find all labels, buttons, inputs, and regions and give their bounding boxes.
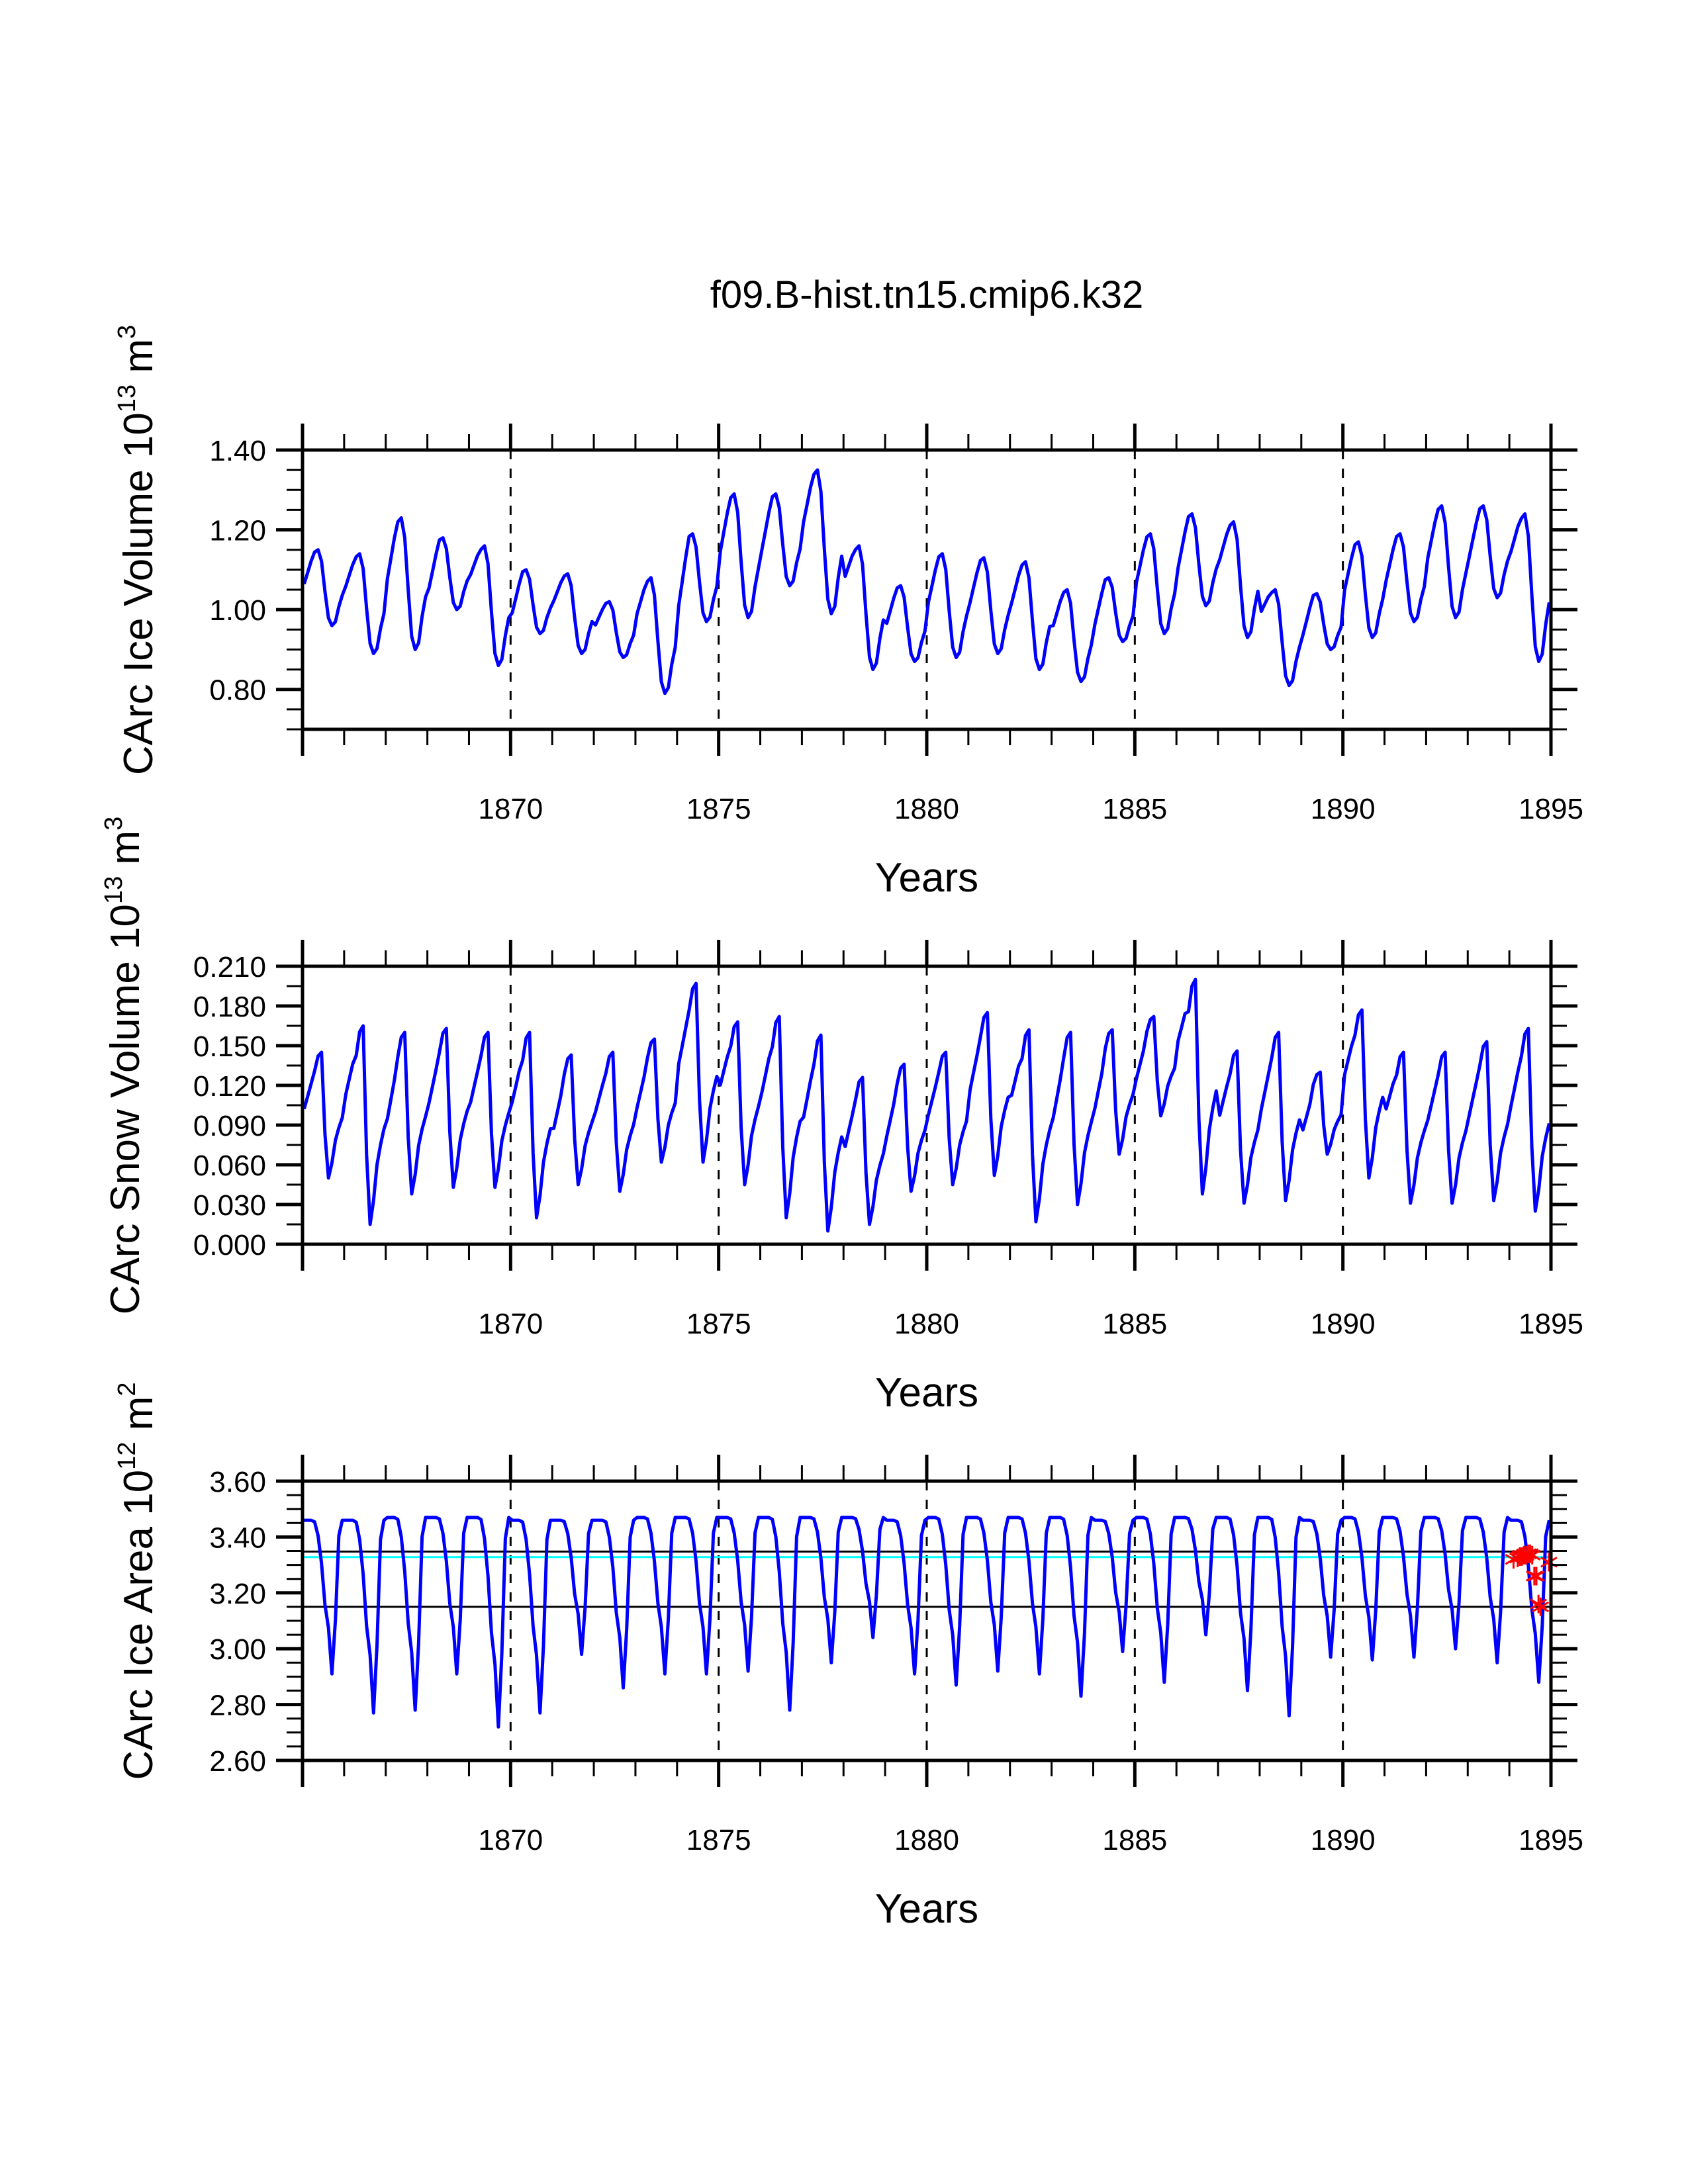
x-tick-label: 1870 — [478, 793, 543, 825]
y-label-unit: m — [103, 831, 148, 876]
x-tick-label: 1880 — [894, 1824, 959, 1856]
y-label-exponent: 13 — [100, 876, 128, 904]
x-tick-label: 1890 — [1311, 793, 1376, 825]
panel-snow-volume: 1870 1875 1880 1885 1890 1895 0.000 0.030 0.060 0… — [100, 817, 1583, 1416]
x-tick-label: 1885 — [1102, 1308, 1167, 1340]
y-tick-label: 0.210 — [193, 951, 266, 983]
y-tick-label: 0.150 — [193, 1030, 266, 1063]
data-line-ice-area — [304, 1516, 1551, 1729]
x-tick-label: 1880 — [894, 1308, 959, 1340]
y-label-main: CArc Ice Volume 10 — [116, 412, 162, 775]
x-tick-label: 1875 — [686, 1308, 751, 1340]
x-axis-label: Years — [875, 1886, 978, 1932]
x-tick-label: 1880 — [894, 793, 959, 825]
panel-ice-volume: 1870 1875 1880 1885 1890 1895 0.80 1.00 1.20 1.40… — [113, 325, 1583, 901]
y-label-main: CArc Snow Volume 10 — [103, 904, 148, 1314]
y-label-unit: m — [116, 1396, 162, 1442]
y-axis-label: CArc Snow Volume 1013 m3 — [100, 817, 148, 1315]
marker-point — [1530, 1594, 1548, 1614]
marker-point — [1532, 1597, 1550, 1616]
x-tick-label: 1870 — [478, 1824, 543, 1856]
y-tick-label: 2.60 — [209, 1745, 266, 1778]
x-tick-label: 1890 — [1311, 1308, 1376, 1340]
x-tick-label: 1875 — [686, 793, 751, 825]
y-tick-label: 0.090 — [193, 1110, 266, 1142]
data-line-snow-volume — [303, 978, 1551, 1233]
x-tick-label: 1895 — [1519, 1824, 1583, 1856]
y-tick-label: 0.030 — [193, 1189, 266, 1222]
x-axis-label: Years — [875, 1370, 978, 1416]
x-tick-label: 1890 — [1311, 1824, 1376, 1856]
y-label-unit-exponent: 3 — [113, 325, 141, 339]
y-tick-label: 3.20 — [209, 1578, 266, 1610]
y-axis-label: CArc Ice Area 1012 m2 — [113, 1383, 162, 1780]
x-tick-label: 1875 — [686, 1824, 751, 1856]
y-label-unit: m — [116, 339, 162, 385]
y-tick-label: 0.80 — [209, 674, 266, 707]
marker-point — [1525, 1567, 1543, 1586]
y-label-exponent: 13 — [113, 385, 141, 412]
marker-point — [1528, 1567, 1545, 1586]
y-tick-label: 2.80 — [209, 1690, 266, 1722]
y-label-unit-exponent: 2 — [113, 1383, 141, 1396]
panel-ice-area: 1870 1875 1880 1885 1890 1895 2.60 2.80 3.00 3.20… — [113, 1383, 1583, 1932]
y-tick-label: 1.00 — [209, 594, 266, 627]
y-tick-label: 3.00 — [209, 1633, 266, 1666]
y-label-exponent: 12 — [113, 1442, 141, 1470]
chart-title: f09.B-hist.tn15.cmip6.k32 — [710, 273, 1143, 316]
x-tick-label: 1885 — [1102, 793, 1167, 825]
y-tick-label: 0.000 — [193, 1229, 266, 1261]
y-tick-label: 3.60 — [209, 1466, 266, 1498]
y-tick-label: 1.20 — [209, 515, 266, 547]
x-axis-label: Years — [875, 855, 978, 901]
y-tick-label: 0.180 — [193, 991, 266, 1023]
y-axis-label: CArc Ice Volume 1013 m3 — [113, 325, 162, 775]
x-tick-label: 1885 — [1102, 1824, 1167, 1856]
y-tick-label: 0.060 — [193, 1150, 266, 1182]
y-tick-label: 1.40 — [209, 435, 266, 467]
marker-point — [1523, 1545, 1541, 1565]
y-tick-label: 0.120 — [193, 1070, 266, 1103]
x-tick-label: 1870 — [478, 1308, 543, 1340]
data-line-ice-volume — [303, 468, 1551, 696]
x-tick-label: 1895 — [1519, 1308, 1583, 1340]
y-label-main: CArc Ice Area 10 — [116, 1470, 162, 1780]
y-tick-label: 3.40 — [209, 1522, 266, 1554]
x-tick-label: 1895 — [1519, 793, 1583, 825]
y-label-unit-exponent: 3 — [100, 817, 128, 831]
